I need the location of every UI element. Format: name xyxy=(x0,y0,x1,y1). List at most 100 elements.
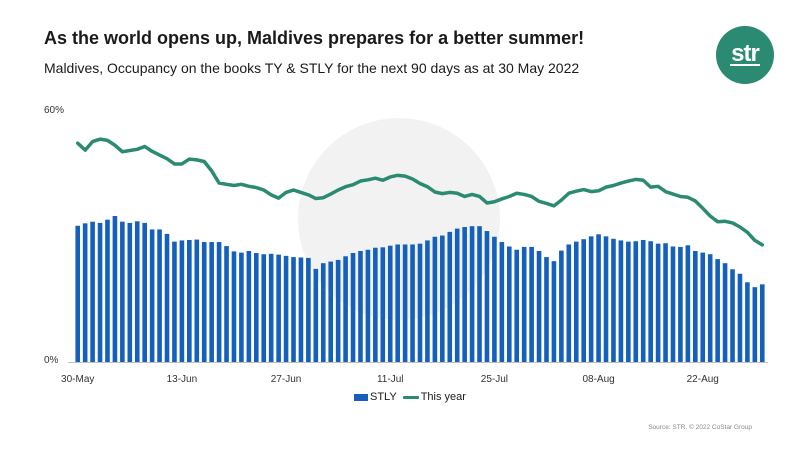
x-tick-label: 11-Jul xyxy=(377,374,404,385)
stly-bar xyxy=(514,249,520,362)
this-year-line xyxy=(75,137,765,247)
stly-bar xyxy=(432,236,438,362)
stly-bar xyxy=(722,263,728,362)
stly-bar xyxy=(715,259,720,362)
stly-bar xyxy=(693,250,698,362)
chart-subtitle: Maldives, Occupancy on the books TY & ST… xyxy=(44,60,580,76)
stly-bar xyxy=(320,263,326,362)
stly-bar xyxy=(291,257,296,362)
stly-bar xyxy=(380,247,386,362)
stly-bar xyxy=(469,226,475,362)
chart-title: As the world opens up, Maldives prepares… xyxy=(44,28,585,48)
stly-bar xyxy=(730,269,735,362)
x-tick-label: 08-Aug xyxy=(582,374,614,385)
stly-bar xyxy=(164,233,170,362)
x-tick-label: 22-Aug xyxy=(687,374,719,385)
stly-bar xyxy=(626,241,631,362)
legend-swatch-this-year xyxy=(402,395,419,399)
stly-bar xyxy=(209,242,214,362)
stly-bar xyxy=(149,229,155,362)
legend-item-stly: STLY xyxy=(354,391,397,403)
stly-bar xyxy=(499,242,505,362)
stly-bar xyxy=(350,253,356,362)
stly-bar xyxy=(529,246,534,362)
stly-bar xyxy=(328,261,334,362)
stly-bar xyxy=(105,219,110,362)
stly-bar xyxy=(97,222,103,362)
stly-bar xyxy=(648,241,653,362)
stly-bar xyxy=(231,251,237,362)
stly-bar xyxy=(201,242,207,362)
stly-bar xyxy=(194,239,200,362)
stly-bar xyxy=(112,216,118,362)
stly-bar xyxy=(707,254,713,362)
stly-bar xyxy=(298,257,304,362)
stly-bar xyxy=(120,221,125,362)
stly-bar xyxy=(581,239,586,362)
stly-bar xyxy=(402,244,408,362)
stly-bar xyxy=(700,252,706,362)
stly-bar xyxy=(633,241,639,362)
stly-bar xyxy=(239,252,244,362)
stly-bar xyxy=(484,231,490,362)
x-tick-label: 25-Jul xyxy=(481,374,508,385)
stly-bar xyxy=(678,246,683,362)
stly-bar xyxy=(551,261,557,362)
stly-bar xyxy=(596,234,601,362)
stly-bar xyxy=(737,273,743,362)
stly-bar xyxy=(283,255,289,362)
stly-bar xyxy=(745,282,750,362)
stly-bar xyxy=(640,240,646,362)
stly-bar xyxy=(157,229,162,362)
stly-bar xyxy=(261,254,267,362)
x-tick-label: 30-May xyxy=(61,374,94,385)
stly-bar xyxy=(306,257,311,362)
stly-bar xyxy=(82,223,88,362)
stly-bar xyxy=(655,243,661,362)
stly-bar xyxy=(365,249,371,362)
legend-label-stly: STLY xyxy=(370,391,397,403)
stly-bar xyxy=(343,256,348,362)
stly-bar xyxy=(425,240,430,362)
stly-bar xyxy=(477,226,482,362)
stly-bar xyxy=(521,246,527,362)
x-tick-label: 27-Jun xyxy=(271,374,302,385)
logo-text: str xyxy=(730,40,760,67)
stly-bar xyxy=(506,246,512,362)
stly-bar xyxy=(395,244,400,362)
stly-bar xyxy=(573,241,579,362)
y-tick-label-min: 0% xyxy=(44,355,59,366)
stly-bar xyxy=(544,257,549,362)
stly-bar xyxy=(187,240,192,362)
stly-bar xyxy=(387,245,393,362)
stly-bar xyxy=(559,250,564,362)
stly-bar xyxy=(179,240,185,362)
legend-swatch-stly xyxy=(354,393,368,401)
stly-bar xyxy=(358,250,363,362)
stly-bar xyxy=(224,246,229,362)
stly-bar xyxy=(373,247,378,362)
stly-bar xyxy=(417,243,423,362)
legend-item-this-year: This year xyxy=(402,391,466,403)
stly-bar xyxy=(134,221,140,362)
stly-bar xyxy=(410,244,415,362)
source-note: Source: STR. © 2022 CoStar Group xyxy=(648,424,752,431)
stly-bar xyxy=(216,242,222,362)
stly-bar xyxy=(752,287,758,362)
stly-bar xyxy=(611,238,616,362)
x-tick-label: 13-Jun xyxy=(167,374,198,385)
stly-bar xyxy=(313,268,319,362)
stly-bar xyxy=(142,222,147,362)
stly-bar xyxy=(127,222,133,362)
stly-bar xyxy=(492,236,497,362)
stly-bar xyxy=(618,240,624,362)
stly-bar xyxy=(685,245,691,362)
stly-bar xyxy=(335,259,341,362)
stly-bar xyxy=(536,250,542,362)
stly-bar xyxy=(90,221,95,362)
stly-bar xyxy=(246,250,252,362)
stly-bar xyxy=(440,235,445,362)
legend: STLY This year xyxy=(354,391,472,403)
str-logo: str xyxy=(716,26,774,84)
